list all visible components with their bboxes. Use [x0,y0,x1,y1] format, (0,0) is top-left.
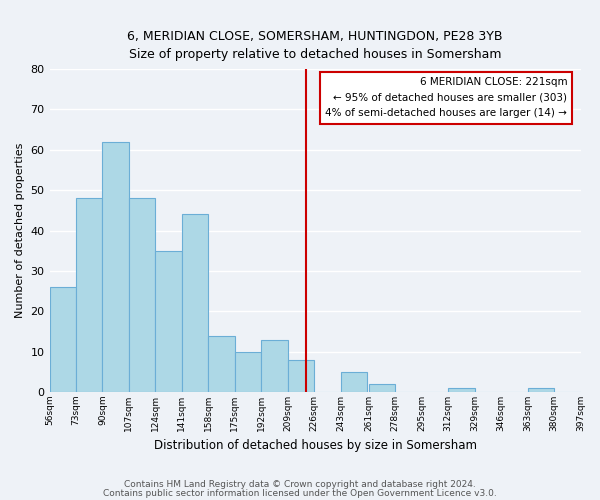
Bar [182,214,208,392]
Bar [448,388,475,392]
Text: 6 MERIDIAN CLOSE: 221sqm
← 95% of detached houses are smaller (303)
4% of semi-d: 6 MERIDIAN CLOSE: 221sqm ← 95% of detach… [325,77,567,118]
Bar [288,360,314,392]
Bar [155,250,182,392]
Bar [103,142,129,392]
Bar [50,287,76,392]
Bar [369,384,395,392]
Bar [76,198,103,392]
Bar [527,388,554,392]
Text: Contains HM Land Registry data © Crown copyright and database right 2024.: Contains HM Land Registry data © Crown c… [124,480,476,489]
Bar [235,352,262,392]
Bar [208,336,235,392]
Y-axis label: Number of detached properties: Number of detached properties [15,143,25,318]
Bar [341,372,367,392]
Bar [262,340,288,392]
Bar [129,198,155,392]
Text: Contains public sector information licensed under the Open Government Licence v3: Contains public sector information licen… [103,488,497,498]
X-axis label: Distribution of detached houses by size in Somersham: Distribution of detached houses by size … [154,440,476,452]
Title: 6, MERIDIAN CLOSE, SOMERSHAM, HUNTINGDON, PE28 3YB
Size of property relative to : 6, MERIDIAN CLOSE, SOMERSHAM, HUNTINGDON… [127,30,503,61]
